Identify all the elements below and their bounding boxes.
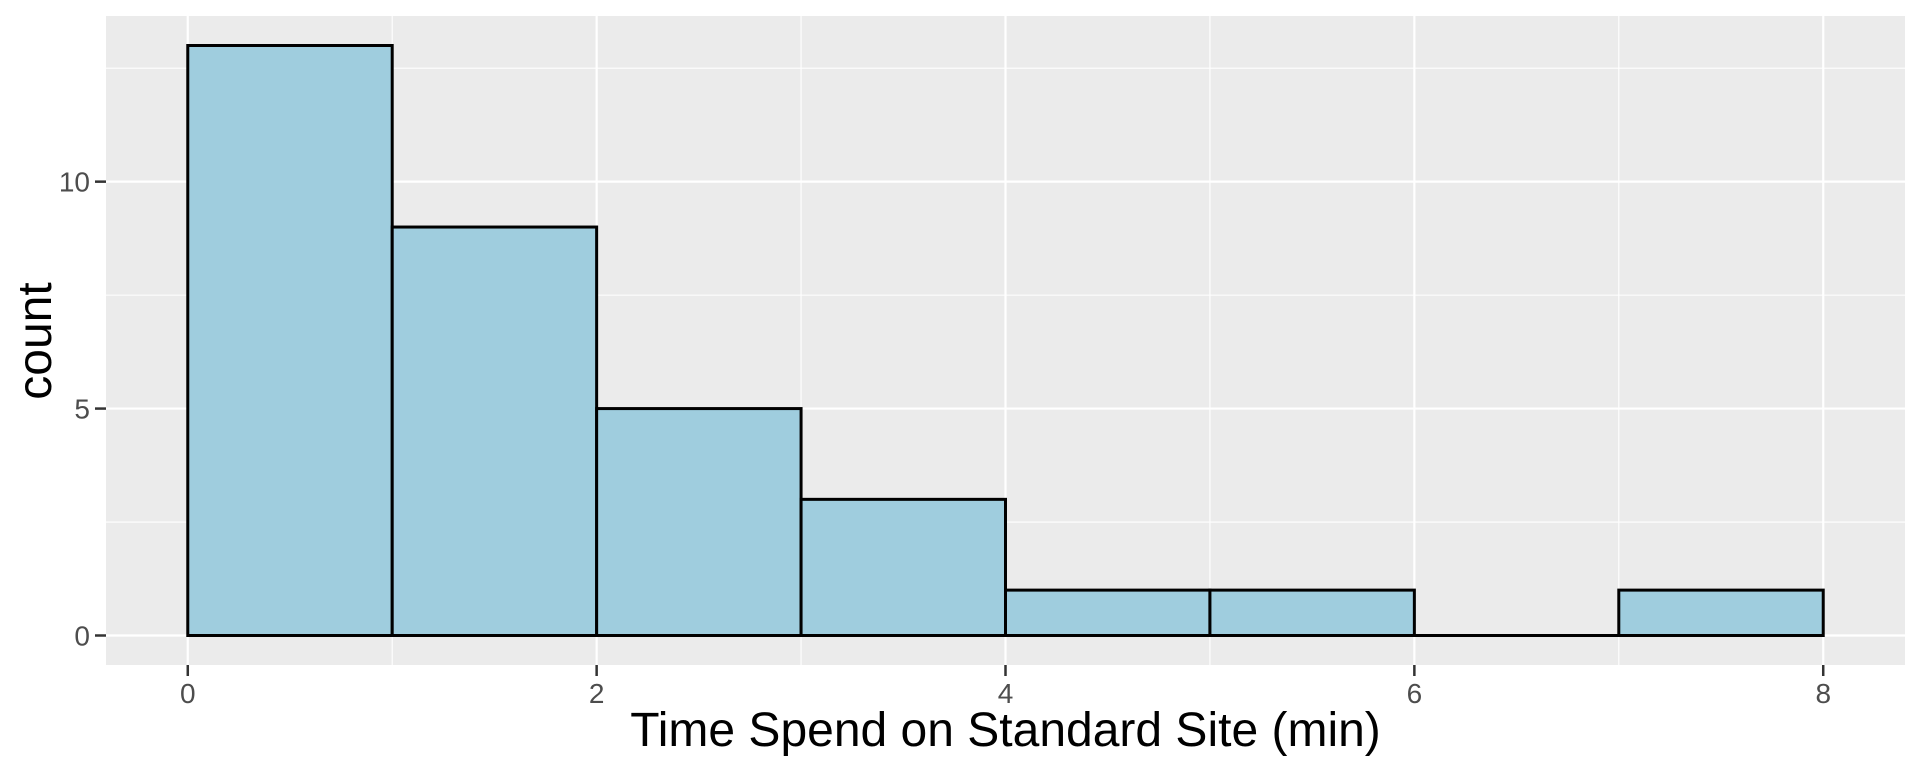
- y-axis-title: count: [9, 282, 62, 400]
- y-tick-label: 10: [59, 167, 90, 198]
- histogram-bar: [390, 225, 599, 638]
- x-axis-title: Time Spend on Standard Site (min): [630, 704, 1381, 757]
- y-tick-label: 5: [74, 394, 90, 425]
- histogram-bar: [595, 407, 803, 638]
- x-tick-label: 0: [180, 678, 196, 709]
- y-tick-label: 0: [74, 621, 90, 652]
- x-tick-label: 8: [1815, 678, 1831, 709]
- histogram-bar: [1617, 588, 1825, 637]
- histogram-bar: [186, 44, 394, 637]
- histogram-bar: [1208, 588, 1416, 637]
- histogram-bar: [1004, 588, 1212, 637]
- x-tick-label: 6: [1407, 678, 1423, 709]
- x-tick-label: 2: [589, 678, 605, 709]
- histogram-bar: [799, 497, 1007, 637]
- x-tick-label: 4: [998, 678, 1014, 709]
